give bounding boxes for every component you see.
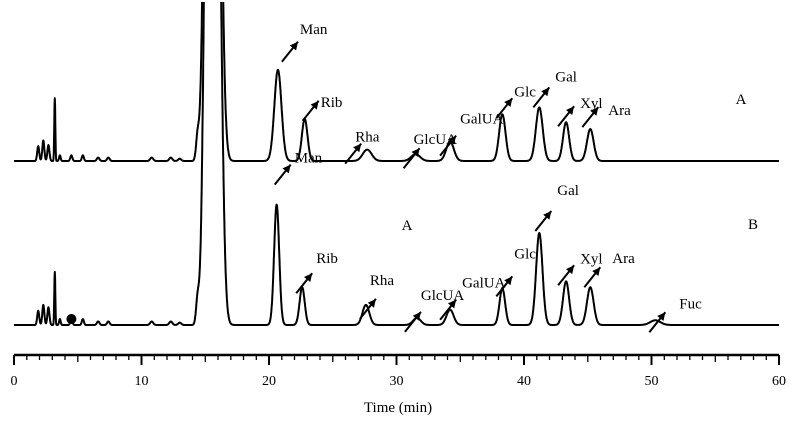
arrowhead-b-xyl	[566, 265, 575, 275]
peak-label-a-glcua: GlcUA	[414, 132, 457, 148]
peak-label-b-gal: Gal	[557, 183, 579, 199]
arrowhead-b-fuc	[657, 312, 666, 321]
arrowhead-b-ara	[592, 267, 601, 276]
arrowhead-a-gal	[541, 87, 550, 97]
arrowhead-a-galua	[447, 135, 457, 145]
series-label-a: A	[736, 92, 747, 108]
series-label-b: B	[748, 217, 758, 233]
marker-dot	[66, 314, 77, 324]
arrowhead-b-galua	[447, 299, 457, 309]
arrowhead-a-glcua	[411, 148, 420, 157]
x-tick-label: 40	[517, 374, 531, 389]
arrowhead-a-glc	[504, 98, 513, 107]
peak-label-a-glc: Glc	[514, 84, 536, 100]
series-b-annotation: A	[402, 218, 413, 234]
peak-label-a-rha: Rha	[355, 130, 380, 146]
peak-label-b-glcua: GlcUA	[421, 288, 464, 304]
arrowhead-b-glc	[504, 276, 513, 286]
arrowhead-b-man	[282, 164, 291, 174]
peak-label-b-xyl: Xyl	[580, 251, 603, 267]
arrowhead-a-xyl	[566, 106, 575, 115]
peak-label-b-ara: Ara	[612, 251, 635, 267]
trace-b	[13, 2, 780, 326]
arrowhead-b-rha	[367, 298, 376, 308]
peak-label-b-rib: Rib	[316, 251, 338, 267]
peak-label-b-galua: GalUA	[462, 276, 505, 292]
peak-label-b-glc: Glc	[514, 246, 536, 262]
peak-label-a-rib: Rib	[321, 95, 343, 111]
x-tick-label: 60	[772, 374, 786, 389]
trace-a	[13, 2, 780, 162]
peak-label-a-galua: GalUA	[460, 112, 503, 128]
peak-label-a-man: Man	[300, 22, 328, 38]
x-tick-label: 30	[390, 374, 404, 389]
x-axis-title: Time (min)	[364, 400, 432, 416]
arrowhead-a-man	[289, 41, 298, 51]
peak-label-a-ara: Ara	[608, 103, 631, 119]
arrowhead-a-ara	[590, 107, 599, 116]
arrowhead-b-gal	[543, 211, 552, 220]
x-tick-label: 10	[135, 374, 149, 389]
x-tick-label: 0	[11, 374, 18, 389]
peak-label-a-xyl: Xyl	[580, 96, 603, 112]
traces-layer	[13, 2, 780, 326]
arrowhead-a-rha	[353, 143, 362, 153]
peak-label-b-man: Man	[295, 151, 323, 167]
peak-label-a-gal: Gal	[555, 69, 577, 85]
x-tick-label: 20	[262, 374, 276, 389]
peak-label-b-rha: Rha	[370, 273, 395, 289]
x-tick-label: 50	[645, 374, 659, 389]
peak-label-b-fuc: Fuc	[679, 296, 702, 312]
arrowhead-b-rib	[304, 273, 313, 282]
arrowhead-a-rib	[310, 100, 319, 110]
arrowhead-b-glcua	[412, 311, 421, 321]
x-axis: 0 10 20 30 40 50 60	[11, 353, 786, 389]
